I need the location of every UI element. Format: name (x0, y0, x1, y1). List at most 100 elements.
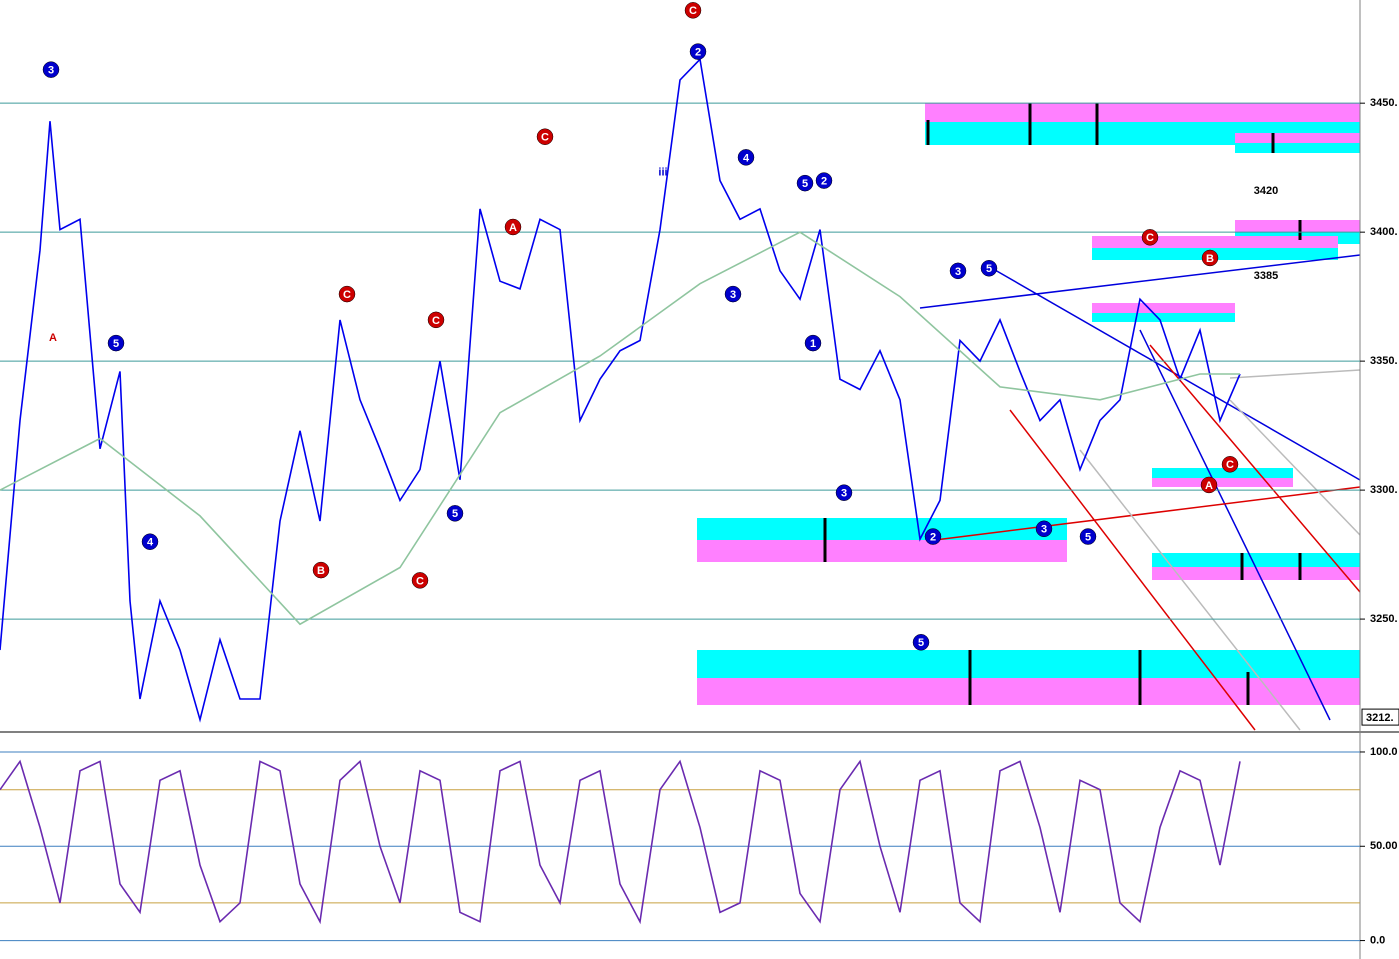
wave-marker (924, 528, 942, 545)
wave-label: 2 (689, 43, 707, 60)
wave-label: B (312, 561, 330, 579)
wave-label-text: 5 (802, 178, 808, 190)
wave-label: C (338, 285, 356, 303)
wave-marker (980, 260, 998, 277)
wave-marker (411, 572, 429, 589)
wave-label-text: C (689, 5, 697, 17)
wave-marker (141, 533, 159, 550)
wave-label-text: 3 (730, 289, 736, 301)
wave-label-text: C (1226, 459, 1234, 471)
wave-label: C (411, 572, 429, 589)
wave-label-text: B (317, 565, 325, 577)
wave-marker (42, 61, 60, 78)
y-tick-label: 3300. (1370, 484, 1398, 496)
wave-label: C (1141, 229, 1159, 246)
price-line (0, 57, 1241, 723)
wave-label-text: C (541, 132, 549, 144)
wave-marker (536, 128, 554, 145)
wave-label: 5 (980, 260, 998, 277)
wave-label: 3 (835, 484, 853, 501)
wave-label: 3420 (1254, 185, 1278, 197)
y-tick-label: 3250. (1370, 613, 1398, 625)
wave-label-text: A (509, 222, 517, 234)
y-tick-label: 50.00 (1370, 840, 1398, 852)
wave-marker (1079, 528, 1097, 545)
wave-label: A (1200, 476, 1218, 494)
wave-marker (815, 172, 833, 189)
wave-label: 5 (796, 174, 814, 192)
wave-marker (684, 2, 702, 19)
wave-marker (796, 174, 814, 192)
wave-label: B (1201, 249, 1219, 267)
wave-marker (427, 311, 445, 329)
wave-label-text: 3385 (1254, 270, 1278, 282)
last-price-label: 3212. (1366, 712, 1394, 724)
wave-marker (504, 218, 522, 236)
wave-marker (1221, 456, 1239, 473)
wave-marker (1141, 229, 1159, 246)
y-tick-label: 3400. (1370, 226, 1398, 238)
wave-marker (737, 149, 755, 166)
wave-label-text: 3420 (1254, 185, 1278, 197)
wave-label: 4 (737, 149, 755, 166)
wave-label: 3385 (1254, 270, 1278, 282)
wave-marker (949, 262, 967, 280)
wave-label: A (49, 332, 57, 344)
wave-label-text: 4 (743, 152, 750, 164)
wave-label-text: B (1206, 253, 1214, 265)
wave-label-text: 1 (810, 338, 816, 350)
zones (697, 103, 1360, 705)
wave-label-text: 2 (695, 46, 701, 58)
wave-marker (446, 505, 464, 522)
wave-label: 1 (804, 334, 822, 352)
wave-label: 5 (107, 334, 125, 352)
wave-label: 3 (1035, 520, 1053, 538)
wave-label-text: C (432, 315, 440, 327)
wave-label: 2 (924, 528, 942, 545)
wave-label: 3 (42, 61, 60, 78)
wave-label: 2 (815, 172, 833, 189)
y-tick-label: 100.0 (1370, 746, 1398, 758)
wave-label-text: C (1146, 232, 1154, 244)
wave-label-text: A (49, 332, 57, 344)
wave-label: 5 (1079, 528, 1097, 545)
wave-label-text: 5 (918, 637, 924, 649)
wave-label-text: 5 (113, 338, 119, 350)
wave-label-text: 3 (48, 65, 54, 77)
wave-label: A (504, 218, 522, 236)
last-price-box (1361, 708, 1399, 726)
wave-label-text: 5 (986, 263, 992, 275)
wave-marker (835, 484, 853, 501)
price-line (0, 759, 1241, 925)
wave-label: 5 (446, 505, 464, 522)
y-tick-label: 0.0 (1370, 934, 1385, 946)
wave-label-text: iii (658, 167, 667, 179)
wave-marker (107, 334, 125, 352)
wave-label-text: A (1205, 480, 1213, 492)
wave-label: C (536, 128, 554, 145)
wave-marker (912, 634, 930, 651)
wave-marker (312, 561, 330, 579)
wave-label: 3 (949, 262, 967, 280)
wave-marker (1201, 249, 1219, 267)
wave-label-text: 3 (841, 488, 847, 500)
price-line (0, 231, 1240, 626)
wave-marker (338, 285, 356, 303)
wave-label: C (684, 2, 702, 19)
trend-lines (919, 254, 1361, 731)
wave-label-text: 3 (1041, 524, 1047, 536)
wave-label-text: 4 (147, 537, 154, 549)
wave-label: C (427, 311, 445, 329)
y-tick-label: 3450. (1370, 97, 1398, 109)
wave-label: 3 (724, 285, 742, 303)
wave-label-text: 3 (955, 266, 961, 278)
wave-marker (1035, 520, 1053, 538)
wave-label-text: 2 (821, 175, 827, 187)
wave-label: iii (658, 167, 667, 179)
wave-label-text: 2 (930, 531, 936, 543)
wave-label: 5 (912, 634, 930, 651)
wave-label-text: C (416, 575, 424, 587)
wave-label-text: C (343, 289, 351, 301)
wave-marker (689, 43, 707, 60)
wave-marker (724, 285, 742, 303)
